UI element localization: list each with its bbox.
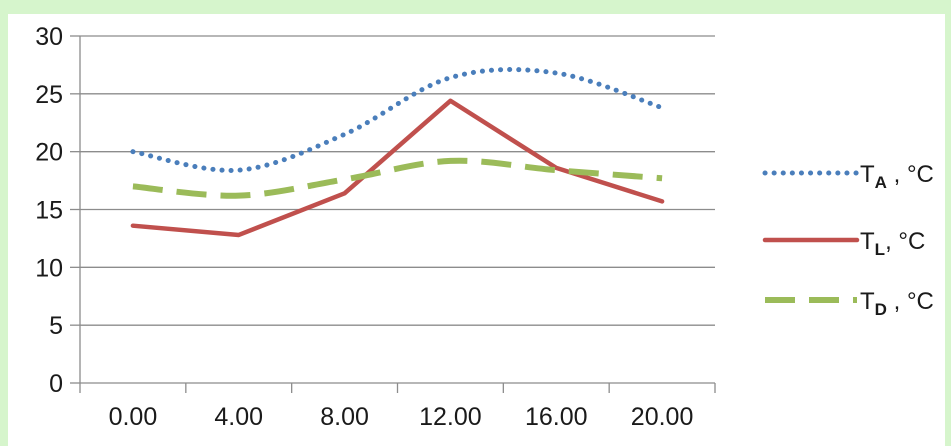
- legend: TA , °C TL, °C TD , °C: [762, 161, 934, 319]
- x-tick-label: 20.00: [631, 403, 694, 431]
- x-tick-labels: 0.00 4.00 8.00 12.00 16.00 20.00: [109, 403, 694, 431]
- x-tick-label: 0.00: [109, 403, 158, 431]
- series-line-d: [132, 157, 663, 199]
- legend-label-a: TA , °C: [860, 161, 934, 192]
- legend-label-l: TL, °C: [860, 228, 925, 259]
- y-tick-label: 5: [49, 312, 63, 340]
- grid-lines: [80, 35, 715, 326]
- y-tick-label: 25: [35, 81, 63, 109]
- x-tick-label: 12.00: [419, 403, 482, 431]
- y-tick-label: 0: [49, 370, 63, 398]
- series-line-a: [130, 67, 665, 173]
- y-tick-label: 20: [35, 139, 63, 167]
- x-tick-label: 16.00: [525, 403, 588, 431]
- y-tick-label: 15: [35, 197, 63, 225]
- series-lines: [130, 67, 665, 238]
- x-tick-label: 8.00: [320, 403, 369, 431]
- axes: [70, 35, 716, 393]
- x-tick-label: 4.00: [214, 403, 263, 431]
- y-tick-labels: 0 5 10 15 20 25 30: [35, 23, 63, 398]
- legend-label-d: TD , °C: [860, 288, 934, 319]
- y-tick-label: 30: [35, 23, 63, 51]
- y-tick-label: 10: [35, 254, 63, 282]
